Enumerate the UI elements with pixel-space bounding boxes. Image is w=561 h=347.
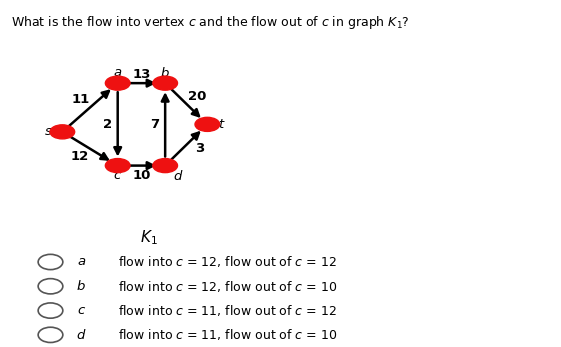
Ellipse shape bbox=[195, 117, 220, 132]
Text: $t$: $t$ bbox=[218, 118, 226, 131]
Ellipse shape bbox=[153, 159, 177, 172]
Text: $a$: $a$ bbox=[77, 255, 86, 269]
Text: $d$: $d$ bbox=[173, 169, 183, 183]
Text: $s$: $s$ bbox=[44, 125, 52, 138]
Text: 12: 12 bbox=[70, 150, 89, 163]
Text: $a$: $a$ bbox=[113, 66, 122, 79]
Ellipse shape bbox=[50, 125, 75, 139]
Text: flow into $c$ = 11, flow out of $c$ = 12: flow into $c$ = 11, flow out of $c$ = 12 bbox=[118, 303, 337, 318]
Ellipse shape bbox=[105, 76, 130, 90]
Ellipse shape bbox=[105, 159, 130, 172]
Text: 2: 2 bbox=[103, 118, 112, 131]
Text: $c$: $c$ bbox=[77, 304, 86, 317]
Text: $b$: $b$ bbox=[76, 279, 86, 293]
Text: 13: 13 bbox=[132, 68, 150, 81]
Text: $d$: $d$ bbox=[76, 328, 86, 342]
Text: flow into $c$ = 12, flow out of $c$ = 12: flow into $c$ = 12, flow out of $c$ = 12 bbox=[118, 254, 337, 270]
Text: 10: 10 bbox=[132, 169, 150, 183]
Text: flow into $c$ = 11, flow out of $c$ = 10: flow into $c$ = 11, flow out of $c$ = 10 bbox=[118, 327, 337, 342]
Text: 7: 7 bbox=[150, 118, 159, 131]
Text: 11: 11 bbox=[72, 93, 90, 105]
Text: $K_1$: $K_1$ bbox=[140, 228, 158, 247]
Text: 3: 3 bbox=[195, 142, 204, 155]
Text: What is the flow into vertex $c$ and the flow out of $c$ in graph $K_1$?: What is the flow into vertex $c$ and the… bbox=[11, 14, 410, 31]
Text: 20: 20 bbox=[187, 90, 206, 103]
Text: flow into $c$ = 12, flow out of $c$ = 10: flow into $c$ = 12, flow out of $c$ = 10 bbox=[118, 279, 337, 294]
Text: $c$: $c$ bbox=[113, 169, 122, 183]
Ellipse shape bbox=[153, 76, 177, 90]
Text: $b$: $b$ bbox=[160, 66, 170, 80]
